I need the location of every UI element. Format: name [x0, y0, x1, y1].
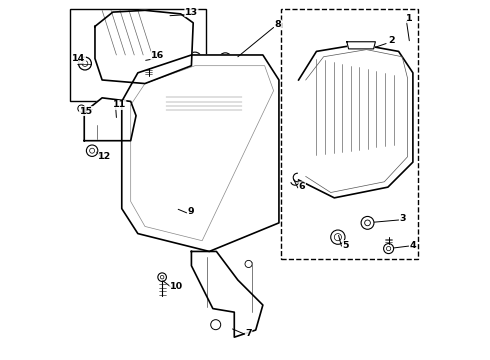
Text: 12: 12 [98, 152, 112, 161]
Bar [281, 9, 418, 258]
Polygon shape [347, 42, 375, 49]
Text: 7: 7 [245, 329, 252, 338]
Text: 16: 16 [151, 51, 164, 60]
Text: 4: 4 [410, 240, 416, 249]
Text: 13: 13 [185, 8, 198, 17]
Text: 11: 11 [113, 100, 126, 109]
Text: 9: 9 [187, 207, 194, 216]
Text: 6: 6 [299, 182, 305, 191]
Bar [70, 9, 206, 102]
Text: 2: 2 [388, 36, 395, 45]
Bar [165, 94, 243, 116]
Polygon shape [122, 55, 279, 251]
Text: 8: 8 [275, 20, 282, 29]
Text: 10: 10 [170, 282, 183, 291]
Polygon shape [84, 98, 136, 141]
Text: 3: 3 [400, 214, 406, 223]
Polygon shape [298, 44, 413, 198]
Polygon shape [192, 251, 263, 337]
Text: 14: 14 [72, 54, 86, 63]
Text: 1: 1 [406, 14, 413, 23]
Text: 5: 5 [343, 240, 349, 249]
Text: 15: 15 [79, 107, 93, 116]
Polygon shape [95, 10, 193, 84]
